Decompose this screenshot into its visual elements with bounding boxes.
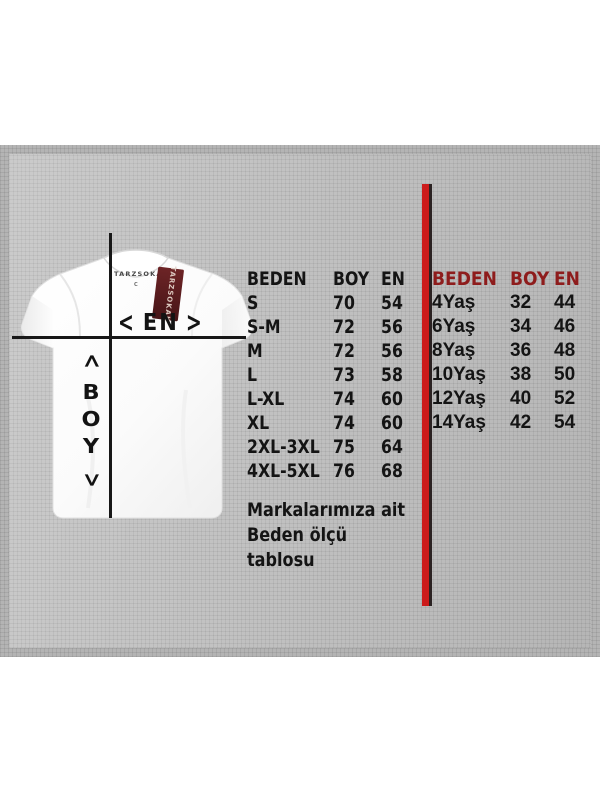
width-label-group: < EN > bbox=[118, 307, 204, 339]
length-measure-line bbox=[109, 233, 112, 518]
table-row: S 70 54 bbox=[247, 292, 422, 316]
size-table-adult: BEDEN BOY EN S 70 54 S-M 72 56 M 72 56 L… bbox=[247, 268, 422, 484]
length-label-group: < BOY > bbox=[77, 352, 106, 489]
width-measure-line bbox=[12, 336, 246, 339]
cell-en: 48 bbox=[554, 340, 576, 361]
table-row: 2XL-3XL 75 64 bbox=[247, 436, 422, 460]
cell-en: 44 bbox=[554, 292, 576, 313]
cell-boy: 38 bbox=[510, 364, 532, 385]
cell-en: 56 bbox=[381, 340, 403, 362]
cell-size: 12Yaş bbox=[432, 388, 486, 409]
table-row: 12Yaş 40 52 bbox=[432, 388, 592, 412]
table-row: 4Yaş 32 44 bbox=[432, 292, 592, 316]
cell-size: 4Yaş bbox=[432, 292, 476, 313]
caption-line-1: Markalarımıza ait bbox=[247, 499, 406, 521]
cell-size: S-M bbox=[247, 316, 281, 338]
neck-label: TARZSOKAK C bbox=[114, 270, 169, 288]
table-header-row: BEDEN BOY EN bbox=[247, 268, 422, 292]
cell-boy: 75 bbox=[333, 436, 355, 458]
svg-text:TARZSOKAK: TARZSOKAK bbox=[114, 270, 169, 278]
cell-en: 56 bbox=[381, 316, 403, 338]
cell-en: 46 bbox=[554, 316, 576, 337]
cell-boy: 72 bbox=[333, 340, 355, 362]
cell-size: S bbox=[247, 292, 259, 314]
cell-boy: 72 bbox=[333, 316, 355, 338]
cell-boy: 32 bbox=[510, 292, 532, 313]
caption-line-2: Beden ölçü tablosu bbox=[247, 524, 348, 571]
cell-en: 54 bbox=[554, 412, 576, 433]
cell-en: 68 bbox=[381, 460, 403, 482]
table-header-row: BEDEN BOY EN bbox=[432, 268, 592, 292]
chevron-down-icon: > bbox=[77, 472, 107, 488]
header-beden: BEDEN bbox=[247, 268, 307, 290]
cell-size: 8Yaş bbox=[432, 340, 476, 361]
cell-boy: 76 bbox=[333, 460, 355, 482]
cell-size: 2XL-3XL bbox=[247, 436, 320, 458]
caption-block: Markalarımıza ait Beden ölçü tablosu bbox=[247, 498, 416, 573]
cell-size: M bbox=[247, 340, 263, 362]
cell-size: L bbox=[247, 364, 258, 386]
cell-boy: 42 bbox=[510, 412, 532, 433]
hang-tag: TARZSOKAK bbox=[152, 266, 184, 323]
table-row: L 73 58 bbox=[247, 364, 422, 388]
chevron-up-icon: < bbox=[77, 353, 107, 369]
cell-en: 54 bbox=[381, 292, 403, 314]
cell-boy: 34 bbox=[510, 316, 532, 337]
table-row: 10Yaş 38 50 bbox=[432, 364, 592, 388]
red-divider-shadow bbox=[429, 184, 432, 606]
width-label-text: EN bbox=[142, 308, 179, 336]
cell-boy: 73 bbox=[333, 364, 355, 386]
cell-boy: 74 bbox=[333, 412, 355, 434]
red-divider-line bbox=[422, 184, 429, 606]
table-row: 6Yaş 34 46 bbox=[432, 316, 592, 340]
table-row: 4XL-5XL 76 68 bbox=[247, 460, 422, 484]
cell-size: 6Yaş bbox=[432, 316, 476, 337]
header-beden: BEDEN bbox=[432, 268, 497, 290]
header-en: EN bbox=[554, 268, 580, 290]
cell-en: 50 bbox=[554, 364, 576, 385]
table-row: M 72 56 bbox=[247, 340, 422, 364]
cell-en: 60 bbox=[381, 412, 403, 434]
table-row: S-M 72 56 bbox=[247, 316, 422, 340]
cell-en: 64 bbox=[381, 436, 403, 458]
cell-boy: 70 bbox=[333, 292, 355, 314]
cell-en: 58 bbox=[381, 364, 403, 386]
header-boy: BOY bbox=[510, 268, 550, 290]
cell-en: 60 bbox=[381, 388, 403, 410]
cell-en: 52 bbox=[554, 388, 576, 409]
tshirt-body bbox=[20, 249, 254, 519]
chevron-right-icon: > bbox=[185, 307, 204, 339]
cell-boy: 40 bbox=[510, 388, 532, 409]
cell-boy: 36 bbox=[510, 340, 532, 361]
cell-size: 4XL-5XL bbox=[247, 460, 320, 482]
length-label-text: BOY bbox=[77, 380, 105, 461]
size-table-kids: BEDEN BOY EN 4Yaş 32 44 6Yaş 34 46 8Yaş … bbox=[432, 268, 592, 436]
header-boy: BOY bbox=[333, 268, 370, 290]
chevron-left-icon: < bbox=[118, 307, 136, 339]
tshirt-image: TARZSOKAK C TARZSOKAK bbox=[8, 240, 258, 525]
cell-size: 14Yaş bbox=[432, 412, 486, 433]
table-row: XL 74 60 bbox=[247, 412, 422, 436]
cell-boy: 74 bbox=[333, 388, 355, 410]
cell-size: L-XL bbox=[247, 388, 285, 410]
cell-size: 10Yaş bbox=[432, 364, 486, 385]
table-row: 8Yaş 36 48 bbox=[432, 340, 592, 364]
table-row: 14Yaş 42 54 bbox=[432, 412, 592, 436]
svg-text:C: C bbox=[134, 282, 138, 288]
cell-size: XL bbox=[247, 412, 270, 434]
table-row: L-XL 74 60 bbox=[247, 388, 422, 412]
header-en: EN bbox=[381, 268, 405, 290]
